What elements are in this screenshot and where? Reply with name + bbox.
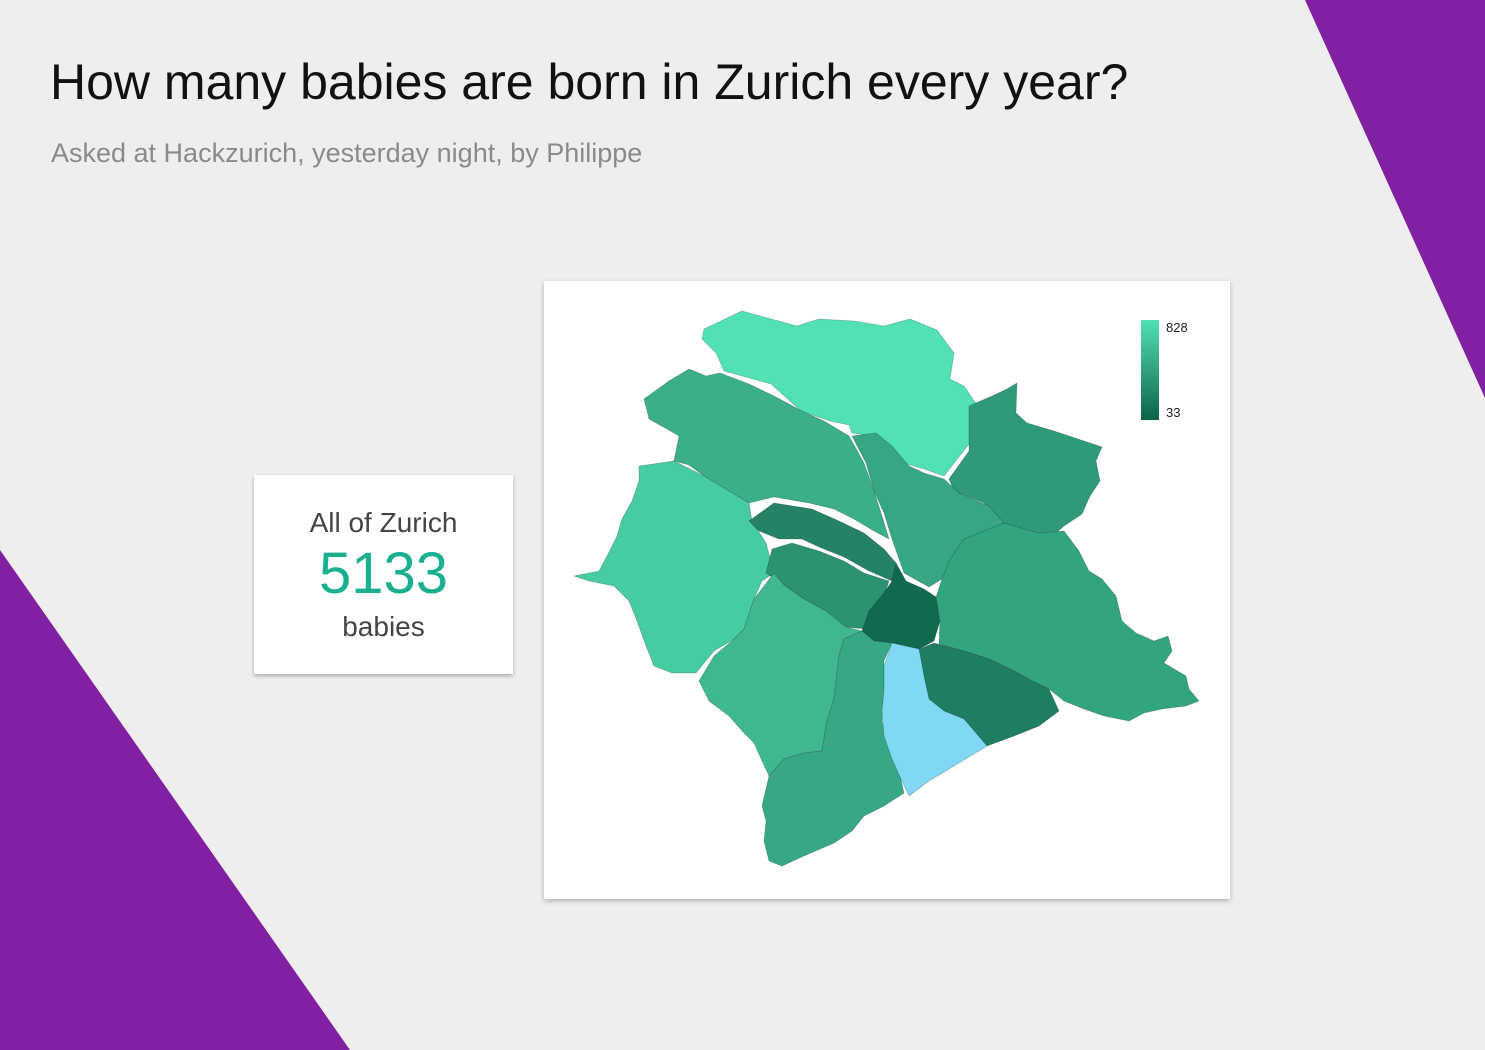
map-card: 828 33 bbox=[544, 281, 1230, 899]
district-west[interactable] bbox=[573, 460, 775, 674]
legend-color-scale bbox=[1141, 320, 1159, 420]
district-north[interactable] bbox=[701, 310, 980, 477]
summary-card: All of Zurich 5133 babies bbox=[254, 475, 513, 674]
legend-min-label: 33 bbox=[1166, 405, 1181, 420]
page-title: How many babies are born in Zurich every… bbox=[50, 54, 1129, 110]
page-subtitle: Asked at Hackzurich, yesterday night, by… bbox=[51, 138, 643, 168]
summary-label: All of Zurich bbox=[309, 507, 458, 538]
district-northwest[interactable] bbox=[643, 368, 890, 540]
district-east[interactable] bbox=[935, 522, 1200, 722]
purple-corner-bottom-left bbox=[0, 550, 350, 1050]
district-northeast[interactable] bbox=[948, 382, 1103, 540]
district-lake-side[interactable] bbox=[881, 642, 988, 797]
zurich-choropleth-map bbox=[573, 310, 1200, 867]
summary-value: 5133 bbox=[318, 541, 449, 606]
legend-max-label: 828 bbox=[1166, 320, 1188, 335]
purple-corner-top-right bbox=[1305, 0, 1485, 398]
summary-unit: babies bbox=[342, 611, 425, 642]
